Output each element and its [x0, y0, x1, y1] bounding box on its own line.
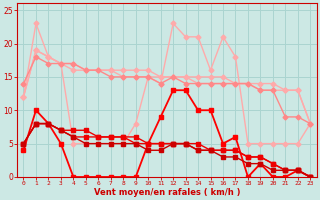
X-axis label: Vent moyen/en rafales ( km/h ): Vent moyen/en rafales ( km/h ) [94, 188, 240, 197]
